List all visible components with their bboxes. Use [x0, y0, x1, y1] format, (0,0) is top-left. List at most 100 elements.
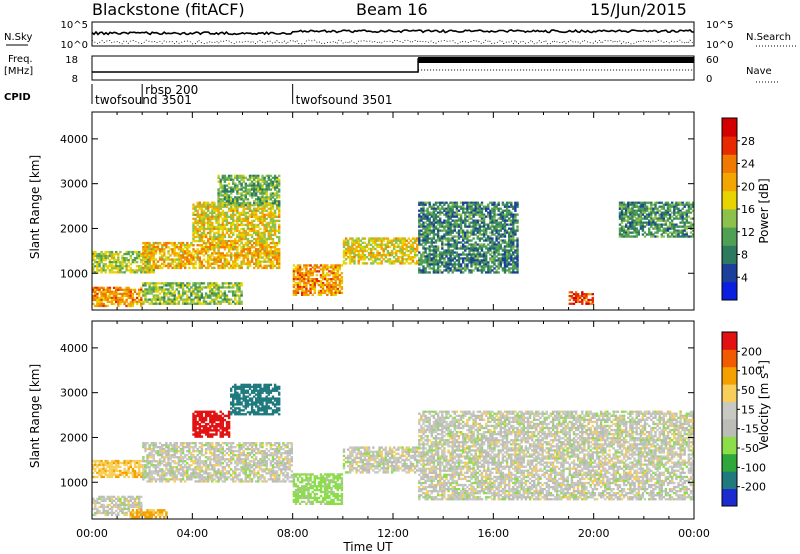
- echo-cell: [418, 235, 421, 238]
- echo-cell: [92, 263, 95, 266]
- echo-cell: [100, 261, 103, 264]
- echo-cell: [217, 229, 220, 233]
- echo-cell: [451, 205, 454, 208]
- echo-cell: [650, 213, 653, 216]
- echo-cell: [426, 237, 429, 240]
- echo-cell: [278, 254, 281, 257]
- echo-cell: [372, 254, 375, 257]
- echo-cell: [512, 253, 515, 256]
- echo-cell: [202, 229, 206, 233]
- echo-cell: [334, 276, 337, 279]
- echo-cell: [681, 235, 684, 238]
- echo-cell: [250, 254, 254, 257]
- echo-cell: [309, 285, 312, 289]
- echo-cell: [202, 213, 206, 216]
- echo-cell: [514, 271, 517, 274]
- echo-cell: [355, 245, 358, 249]
- echo-cell: [269, 203, 273, 206]
- echo-cell: [186, 250, 189, 253]
- echo-cell: [175, 288, 178, 291]
- echo-cell: [244, 213, 247, 216]
- echo-cell: [685, 215, 688, 218]
- echo-cell: [127, 269, 130, 272]
- echo-cell: [298, 272, 302, 275]
- echo-cell: [620, 225, 624, 228]
- echo-cell: [424, 237, 427, 240]
- echo-cell: [244, 262, 247, 265]
- echo-cell: [620, 235, 624, 238]
- echo-cell: [184, 298, 187, 301]
- echo-cell: [179, 244, 183, 247]
- echo-cell: [110, 302, 114, 306]
- echo-cell: [242, 256, 245, 259]
- echo-cell: [330, 278, 333, 281]
- echo-cell: [457, 235, 461, 238]
- echo-cell: [451, 257, 454, 260]
- echo-cell: [250, 225, 254, 229]
- echo-cell: [393, 237, 396, 240]
- echo-cell: [620, 203, 624, 206]
- echo-cell: [255, 229, 258, 233]
- echo-cell: [192, 227, 195, 231]
- echo-cell: [215, 294, 218, 297]
- echo-cell: [497, 263, 500, 266]
- echo-cell: [96, 507, 99, 511]
- echo-cell: [269, 262, 273, 265]
- echo-cell: [192, 292, 195, 295]
- echo-cell: [198, 225, 201, 229]
- echo-cell: [98, 286, 101, 289]
- echo-cell: [495, 237, 498, 240]
- echo-cell: [255, 225, 258, 229]
- cpid-segment-label: twofsound 3501: [296, 93, 393, 107]
- echo-cell: [267, 233, 270, 237]
- echo-cell: [441, 261, 444, 264]
- echo-cell: [219, 180, 222, 183]
- echo-cell: [476, 247, 479, 250]
- echo-cell: [376, 245, 379, 249]
- echo-cell: [236, 225, 239, 229]
- echo-cell: [242, 200, 245, 203]
- echo-cell: [273, 258, 277, 261]
- echo-cell: [173, 248, 176, 251]
- echo-cell: [399, 239, 402, 242]
- echo-cell: [196, 219, 199, 222]
- echo-cell: [305, 270, 308, 273]
- echo-cell: [516, 225, 519, 228]
- echo-cell: [411, 256, 415, 259]
- echo-cell: [236, 290, 239, 293]
- echo-cell: [234, 239, 237, 243]
- echo-cell: [650, 201, 653, 204]
- echo-cell: [457, 259, 461, 262]
- echo-cell: [451, 243, 454, 246]
- echo-cell: [263, 190, 266, 193]
- echo-cell: [439, 253, 442, 256]
- echo-cell: [173, 254, 176, 257]
- echo-cell: [163, 282, 166, 285]
- echo-cell: [194, 209, 197, 212]
- echo-cell: [207, 254, 210, 257]
- echo-cell: [217, 294, 220, 297]
- echo-cell: [420, 215, 423, 218]
- echo-cell: [202, 286, 206, 289]
- echo-cell: [466, 209, 469, 212]
- echo-cell: [512, 231, 515, 234]
- echo-cell: [464, 247, 467, 250]
- echo-cell: [269, 227, 273, 231]
- echo-cell: [117, 497, 120, 500]
- echo-cell: [242, 207, 245, 210]
- echo-cell: [495, 251, 498, 254]
- echo-cell: [480, 215, 484, 218]
- echo-cell: [426, 229, 429, 232]
- echo-cell: [96, 296, 99, 300]
- echo-cell: [234, 258, 237, 261]
- echo-cell: [236, 252, 239, 255]
- echo-cell: [445, 225, 448, 228]
- freq-left-tick-high: 18: [65, 55, 78, 66]
- echo-cell: [510, 233, 513, 236]
- echo-cell: [305, 289, 308, 293]
- echo-cell: [196, 298, 199, 301]
- echo-cell: [202, 296, 206, 299]
- echo-cell: [240, 300, 243, 303]
- echo-cell: [505, 209, 509, 212]
- echo-cell: [112, 259, 116, 262]
